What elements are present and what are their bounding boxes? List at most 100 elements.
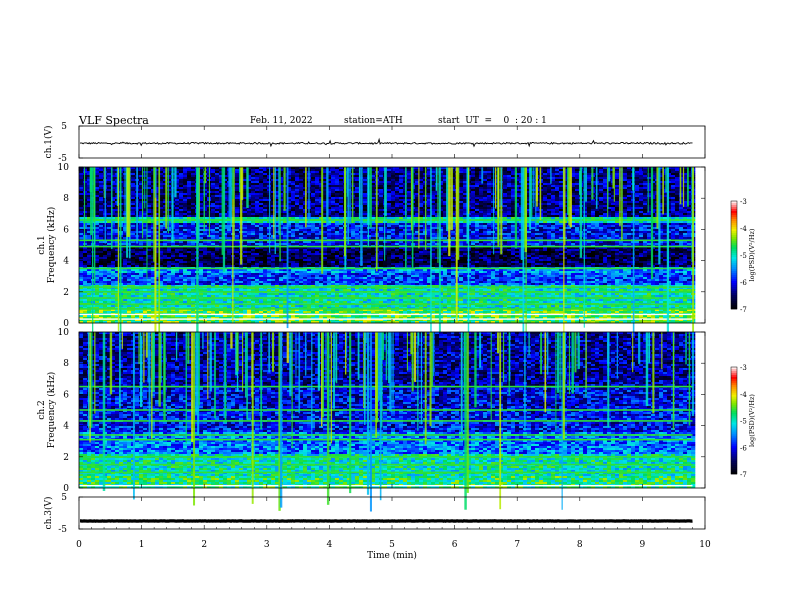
ch1-spectrogram-cell xyxy=(139,173,144,176)
ch1-spectrogram-cell xyxy=(179,215,184,218)
ch1-spectrogram-cell xyxy=(183,181,188,184)
ch1-spectrogram-cell xyxy=(351,229,356,232)
ch1-spectrogram-cell xyxy=(687,173,692,176)
ch1-spectrogram-cell xyxy=(623,187,628,190)
ch1-spectrogram-cell xyxy=(651,179,656,182)
ch1-spectrogram-cell xyxy=(139,171,144,174)
ch1-spectrogram-cell xyxy=(651,205,656,208)
ch1-spectrogram-cell xyxy=(199,193,204,196)
ch1-spectrogram-cell xyxy=(487,207,492,210)
ch1-spectrogram-cell xyxy=(607,197,612,200)
ch1-spectrogram-cell xyxy=(295,221,300,224)
ch1-spectrogram-cell xyxy=(335,207,340,210)
ch1-spectrogram-cell xyxy=(559,191,564,194)
ch1-spectrogram-cell xyxy=(223,211,228,214)
ch1-spectrogram-cell xyxy=(675,169,680,172)
ch1-spectrogram-cell xyxy=(419,173,424,176)
ch1-spectrogram-cell xyxy=(199,201,204,204)
ch1-spectrogram-cell xyxy=(311,209,316,212)
ch1-spectrogram-cell xyxy=(675,195,680,198)
ch1-spectrogram-cell xyxy=(99,187,104,190)
ch1-spectrogram-cell xyxy=(399,175,404,178)
ch1-spectrogram-cell xyxy=(347,169,352,172)
ch1-spectrogram-cell xyxy=(391,167,396,170)
ch1-spectrogram-cell xyxy=(275,215,280,218)
ch1-spectrogram-cell xyxy=(271,207,276,210)
ch1-spectrogram-cell xyxy=(131,227,136,230)
ch1-spectrogram-cell xyxy=(83,187,88,190)
ch1-spectrogram-cell xyxy=(379,181,384,184)
ch1-spectrogram-cell xyxy=(599,193,604,196)
ch1-spectrogram-cell xyxy=(187,205,192,208)
ch1-spectrogram-cell xyxy=(427,181,432,184)
ch1-spectrogram-cell xyxy=(439,221,444,224)
ch1-spectrogram-cell xyxy=(535,213,540,216)
ch1-spectrogram-cell xyxy=(87,213,92,216)
ch1-spectrogram-cell xyxy=(427,215,432,218)
ch1-spectrogram-cell xyxy=(279,203,284,206)
ch1-spectrogram-cell xyxy=(583,207,588,210)
ch1-spectrogram-cell xyxy=(199,167,204,170)
ch1-spectrogram-cell xyxy=(415,207,420,210)
ch1-spectrogram-cell xyxy=(263,183,268,186)
ch1-spectrogram-cell xyxy=(79,203,84,206)
ch1-spectrogram-cell xyxy=(275,217,280,220)
ch1-spectrogram-cell xyxy=(487,171,492,174)
ch1-spectrogram-cell xyxy=(131,193,136,196)
ch1-spectrogram-cell xyxy=(323,187,328,190)
ch1-spectrogram-cell xyxy=(87,175,92,178)
ch1-spectrogram-cell xyxy=(643,177,648,180)
ch1-spectrogram-cell xyxy=(395,223,400,226)
ch1-spectrogram-cell xyxy=(271,187,276,190)
ch1-spectrogram-cell xyxy=(355,215,360,218)
ch1-spectrogram-cell xyxy=(243,179,248,182)
ch1-spectrogram-cell xyxy=(407,181,412,184)
ch1-spectrogram-cell xyxy=(151,203,156,206)
header-station: station=ATH xyxy=(344,116,403,126)
ch1-spectrogram-cell xyxy=(603,175,608,178)
ch1-spectrogram-cell xyxy=(179,207,184,210)
ch1-spectrogram-cell xyxy=(147,169,152,172)
ch1-spectrogram-cell xyxy=(443,175,448,178)
ch1-spectrogram-cell xyxy=(319,207,324,210)
ch1-spectrogram-cell xyxy=(659,187,664,190)
ch1-spectrogram-cell xyxy=(183,201,188,204)
ch1-spectrogram-cell xyxy=(543,171,548,174)
ch1-spectrogram-cell xyxy=(591,203,596,206)
ch1-spectrogram-cell xyxy=(183,199,188,202)
ch1-spectrogram-cell xyxy=(155,189,160,192)
ch1-spectrogram-cell xyxy=(547,215,552,218)
ch1-spectrogram-cell xyxy=(315,207,320,210)
ch1-spectrogram-cell xyxy=(371,217,376,220)
ch1-spectrogram-cell xyxy=(247,201,252,204)
ch1-spectrogram-cell xyxy=(167,169,172,172)
ch1-spectrogram-cell xyxy=(151,215,156,218)
ch1-spectrogram-cell xyxy=(471,215,476,218)
ch1-spectrogram-cell xyxy=(251,229,256,232)
ch1-spectrogram-cell xyxy=(647,193,652,196)
ch1-spectrogram-cell xyxy=(315,223,320,226)
ch1-spectrogram-cell xyxy=(591,221,596,224)
ch1-spectrogram-cell xyxy=(279,185,284,188)
ch1-spectrogram-cell xyxy=(139,213,144,216)
ch1-spectrogram-cell xyxy=(163,195,168,198)
ch1-spectrogram-cell xyxy=(179,211,184,214)
ch1-spectrogram-cell xyxy=(671,185,676,188)
ch1-spectrogram-cell xyxy=(487,215,492,218)
ch1-spectrogram-cell xyxy=(627,215,632,218)
ch1-spectrogram-cell xyxy=(551,189,556,192)
ch1-spectrogram-cell xyxy=(439,177,444,180)
ch1-spectrogram-cell xyxy=(603,209,608,212)
ch1-spectrogram-cell xyxy=(663,177,668,180)
ch1-spectrogram-cell xyxy=(623,183,628,186)
ch1-spectrogram-cell xyxy=(627,205,632,208)
ch1-spectrogram-cell xyxy=(475,173,480,176)
ch1-spectrogram-cell xyxy=(179,181,184,184)
ch1-spectrogram-cell xyxy=(539,229,544,232)
ch1-spectrogram-cell xyxy=(627,213,632,216)
ch1-spectrogram-cell xyxy=(635,193,640,196)
ch1-spectrogram-cell xyxy=(283,211,288,214)
ch1-spectrogram-cell xyxy=(315,221,320,224)
ch1-spectrogram-cell xyxy=(139,191,144,194)
ch1-spectrogram-cell xyxy=(203,209,208,212)
